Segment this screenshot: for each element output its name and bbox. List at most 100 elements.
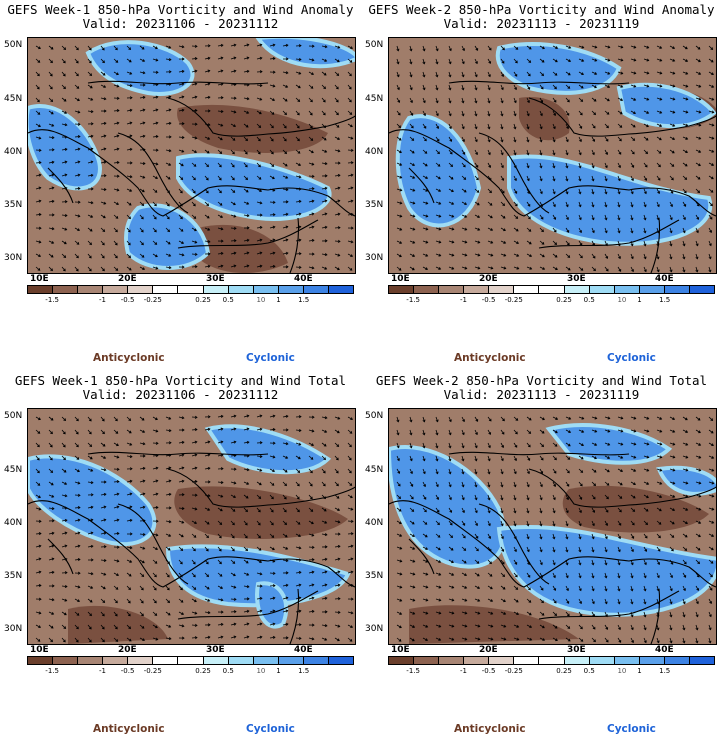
coastline [117, 503, 189, 585]
lat-label: 50N [365, 411, 384, 421]
lat-label: 45N [365, 465, 384, 475]
colorbar [388, 656, 715, 665]
colorbar-swatch [203, 657, 229, 664]
colorbar-swatch [103, 286, 129, 293]
coastline [47, 167, 74, 204]
colorbar-swatch [389, 657, 415, 664]
lon-label: 40E [294, 274, 313, 284]
colorbar-scale-note: 10 [256, 296, 266, 304]
lat-label: 35N [365, 571, 384, 581]
lat-label: 35N [4, 200, 23, 210]
colorbar-ticks: -1.5 -1 -0.5 -0.25 0.25 0.5 1 1.5 10 [388, 296, 715, 306]
colorbar-swatch [564, 286, 590, 293]
colorbar-swatch [589, 657, 615, 664]
colorbar-swatch [539, 657, 565, 664]
colorbar [388, 285, 715, 294]
colorbar-tick-label: 1.5 [298, 296, 310, 304]
colorbar-tick-label: -0.5 [481, 296, 496, 304]
lat-label: 40N [4, 518, 23, 528]
colorbar-tick-label: 0.5 [583, 296, 595, 304]
colorbar-swatch [639, 657, 665, 664]
colorbar-tick-label: -1.5 [406, 667, 420, 675]
colorbar-swatch [278, 657, 304, 664]
legend-anticyclonic: Anticyclonic [93, 723, 165, 735]
colorbar-swatch [464, 657, 490, 664]
coastline [528, 97, 716, 137]
colorbar-tick-label: 1 [276, 667, 281, 675]
coastline [448, 80, 630, 85]
panel-subtitle: Valid: 20231106 - 20231112 [82, 16, 279, 31]
lat-label: 45N [4, 94, 23, 104]
colorbar-swatch [78, 286, 104, 293]
colorbar-swatch [689, 657, 715, 664]
colorbar-tick-label: -1 [98, 667, 106, 675]
colorbar-tick-label: -0.5 [120, 296, 135, 304]
colorbar-tick-label: -1 [459, 296, 467, 304]
colorbar-swatch [514, 286, 540, 293]
legend-anticyclonic: Anticyclonic [93, 352, 165, 364]
colorbar-tick-label: 1 [276, 296, 281, 304]
wind-vectors [35, 414, 354, 643]
colorbar-scale-note: 10 [256, 667, 266, 675]
cyclonic-region [255, 38, 355, 69]
coastline [528, 468, 716, 508]
lon-label: 40E [655, 645, 674, 655]
colorbar-tick-label: 1 [637, 667, 642, 675]
lon-label: 20E [479, 645, 498, 655]
cyclonic-region [124, 203, 211, 270]
colorbar-swatch [203, 286, 229, 293]
panel-title: GEFS Week-1 850-hPa Vorticity and Wind A… [7, 2, 354, 17]
colorbar-tick-label: 0.25 [195, 296, 211, 304]
lat-label: 30N [365, 624, 384, 634]
colorbar-swatch [103, 657, 129, 664]
lat-label: 30N [4, 624, 23, 634]
colorbar-swatch [228, 286, 254, 293]
coastline [408, 538, 435, 575]
cyclonic-region [28, 104, 102, 191]
coastline [87, 80, 269, 85]
coastline [47, 538, 74, 575]
colorbar-ticks: -1.5 -1 -0.5 -0.25 0.25 0.5 1 1.5 10 [27, 296, 354, 306]
cyclonic-region [495, 42, 622, 95]
colorbar-swatch [303, 286, 329, 293]
colorbar-tick-label: 1 [637, 296, 642, 304]
coastline [650, 217, 661, 273]
cyclonic-region [389, 445, 507, 569]
colorbar [27, 656, 354, 665]
colorbar-ticks: -1.5 -1 -0.5 -0.25 0.25 0.5 1 1.5 10 [27, 667, 354, 677]
coastline [167, 97, 355, 137]
colorbar-swatch [28, 657, 54, 664]
coastline [289, 217, 300, 273]
colorbar-swatch [689, 286, 715, 293]
anticyclonic-region [562, 485, 709, 533]
colorbar-tick-label: -1.5 [45, 667, 59, 675]
anticyclonic-region [177, 104, 328, 153]
legend-anticyclonic: Anticyclonic [454, 352, 526, 364]
cyclonic-region [507, 154, 713, 246]
colorbar-swatch [439, 657, 465, 664]
wind-vectors [396, 45, 715, 273]
lon-label: 20E [118, 645, 137, 655]
cyclonic-region [395, 114, 482, 228]
lat-label: 30N [4, 253, 23, 263]
colorbar-tick-label: -0.25 [504, 296, 523, 304]
colorbar-swatch [128, 657, 154, 664]
colorbar-swatch [253, 657, 279, 664]
lon-label: 30E [206, 274, 225, 284]
colorbar-tick-label: 1.5 [659, 667, 671, 675]
colorbar-swatch [664, 286, 690, 293]
colorbar-swatch [389, 286, 415, 293]
cyclonic-region [255, 581, 289, 629]
colorbar-tick-label: 0.5 [222, 667, 234, 675]
colorbar-swatch [564, 657, 590, 664]
coastline [177, 219, 319, 249]
legend-cyclonic: Cyclonic [246, 352, 295, 364]
colorbar-tick-label: -1 [98, 296, 106, 304]
anticyclonic-region [198, 224, 288, 273]
lat-label: 30N [365, 253, 384, 263]
lat-label: 50N [4, 40, 23, 50]
coastline [478, 503, 550, 585]
colorbar-tick-label: 0.25 [556, 667, 572, 675]
coastline [650, 588, 661, 644]
vorticity-map [388, 37, 717, 274]
